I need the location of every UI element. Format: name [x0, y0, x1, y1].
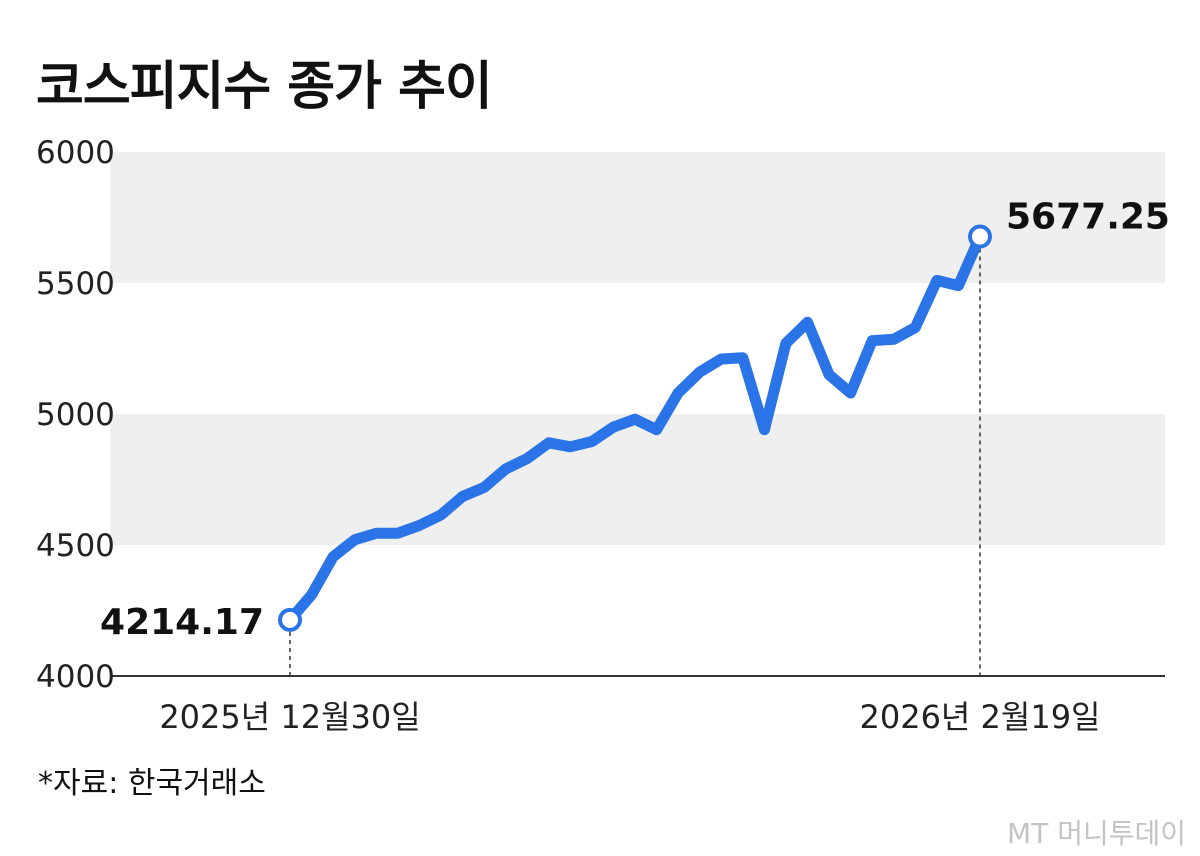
x-axis-ticks: 2025년 12월30일 2026년 2월19일 [159, 698, 1100, 736]
end-value-label: 5677.25 [1006, 197, 1170, 238]
series-line-kospi [284, 231, 986, 626]
background-bands [110, 152, 1165, 545]
end-point-marker [968, 224, 992, 249]
y-tick-label: 5500 [36, 266, 115, 302]
data-labels: 4214.17 5677.25 [100, 197, 1170, 643]
y-tick-label: 5000 [36, 397, 115, 433]
endpoint-markers [278, 224, 992, 632]
band-5500-6000 [110, 152, 1165, 283]
band-4500-5000 [110, 414, 1165, 545]
start-point-marker [278, 607, 302, 632]
chart-title: 코스피지수 종가 추이 [36, 57, 493, 117]
start-value-label: 4214.17 [100, 602, 264, 643]
source-note: *자료: 한국거래소 [38, 766, 266, 801]
y-axis-ticks: 4000 4500 5000 5500 6000 [36, 135, 115, 695]
y-tick-label: 4500 [36, 528, 115, 564]
x-tick-label-start: 2025년 12월30일 [159, 698, 420, 736]
x-tick-label-end: 2026년 2월19일 [859, 698, 1100, 736]
y-tick-label: 6000 [36, 135, 115, 171]
watermark-logo: MT 머니투데이 [1007, 817, 1186, 850]
y-tick-label: 4000 [36, 659, 115, 695]
